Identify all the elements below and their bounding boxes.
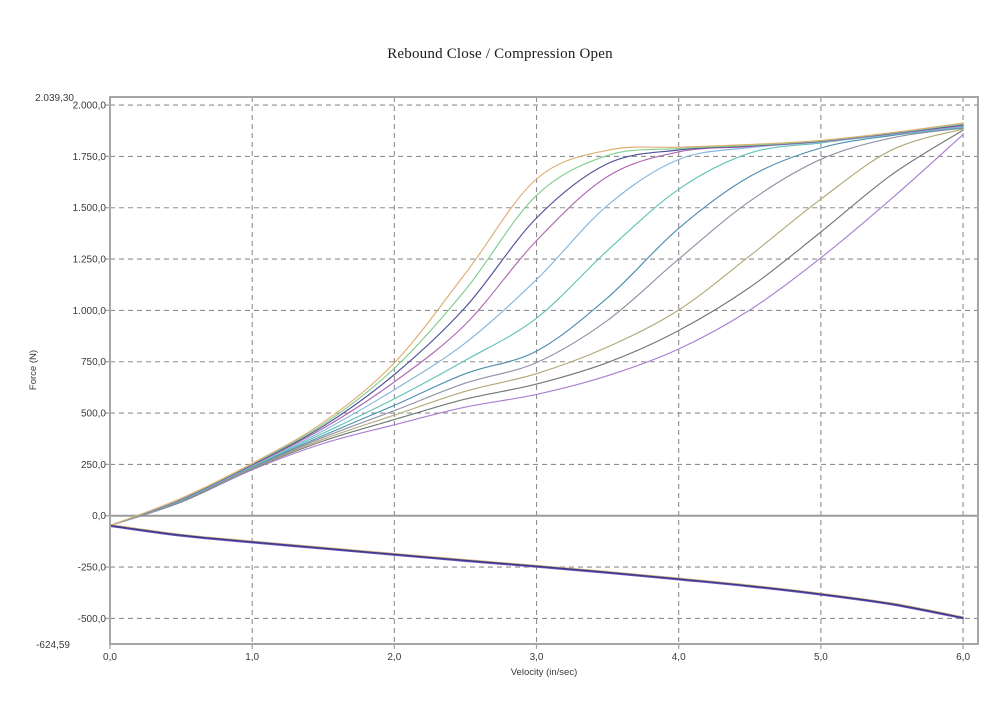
frame-layer xyxy=(105,96,979,649)
y-tick-label: 1.750,0 xyxy=(73,152,107,163)
plot-frame xyxy=(109,96,979,645)
y-axis-max-label: 2.039,30 xyxy=(35,93,74,104)
y-tick-label: 1.500,0 xyxy=(73,203,107,214)
curve-compression-all-runs-overlapping-strand-1 xyxy=(109,524,964,618)
y-tick-label: 0,0 xyxy=(92,511,106,522)
y-axis-min-label: -624,59 xyxy=(36,640,70,651)
curve-compression-all-runs-overlapping-strand-3 xyxy=(109,524,964,619)
x-axis-title: Velocity (in/sec) xyxy=(511,667,578,678)
x-tick-label: 4,0 xyxy=(672,652,686,663)
x-tick-label: 0,0 xyxy=(103,652,117,663)
curve-layer xyxy=(109,122,964,620)
y-tick-label: -250,0 xyxy=(78,563,107,574)
x-tick-label: 5,0 xyxy=(814,652,828,663)
y-tick-label: 500,0 xyxy=(81,409,106,420)
y-tick-label: 250,0 xyxy=(81,460,106,471)
curve-rebound-run-1 xyxy=(109,122,964,527)
y-axis-title: Force (N) xyxy=(28,350,39,390)
y-tick-label: 1.250,0 xyxy=(73,255,107,266)
y-tick-label: 2.000,0 xyxy=(73,101,107,112)
y-tick-label: 750,0 xyxy=(81,357,106,368)
curve-rebound-run-11 xyxy=(109,134,964,527)
x-tick-label: 3,0 xyxy=(530,652,544,663)
y-tick-label: 1.000,0 xyxy=(73,306,107,317)
curve-compression-all-runs-overlapping-strand-2 xyxy=(109,525,964,620)
x-tick-label: 1,0 xyxy=(245,652,259,663)
y-tick-label: -500,0 xyxy=(78,614,107,625)
x-tick-label: 2,0 xyxy=(387,652,401,663)
label-layer: 0,0 1,0 2,0 3,0 4,0 5,0 6,0 2.000,0 1.750,0 1.500… xyxy=(73,101,971,663)
chart-title: Rebound Close / Compression Open xyxy=(387,46,613,62)
x-tick-label: 6,0 xyxy=(956,652,970,663)
